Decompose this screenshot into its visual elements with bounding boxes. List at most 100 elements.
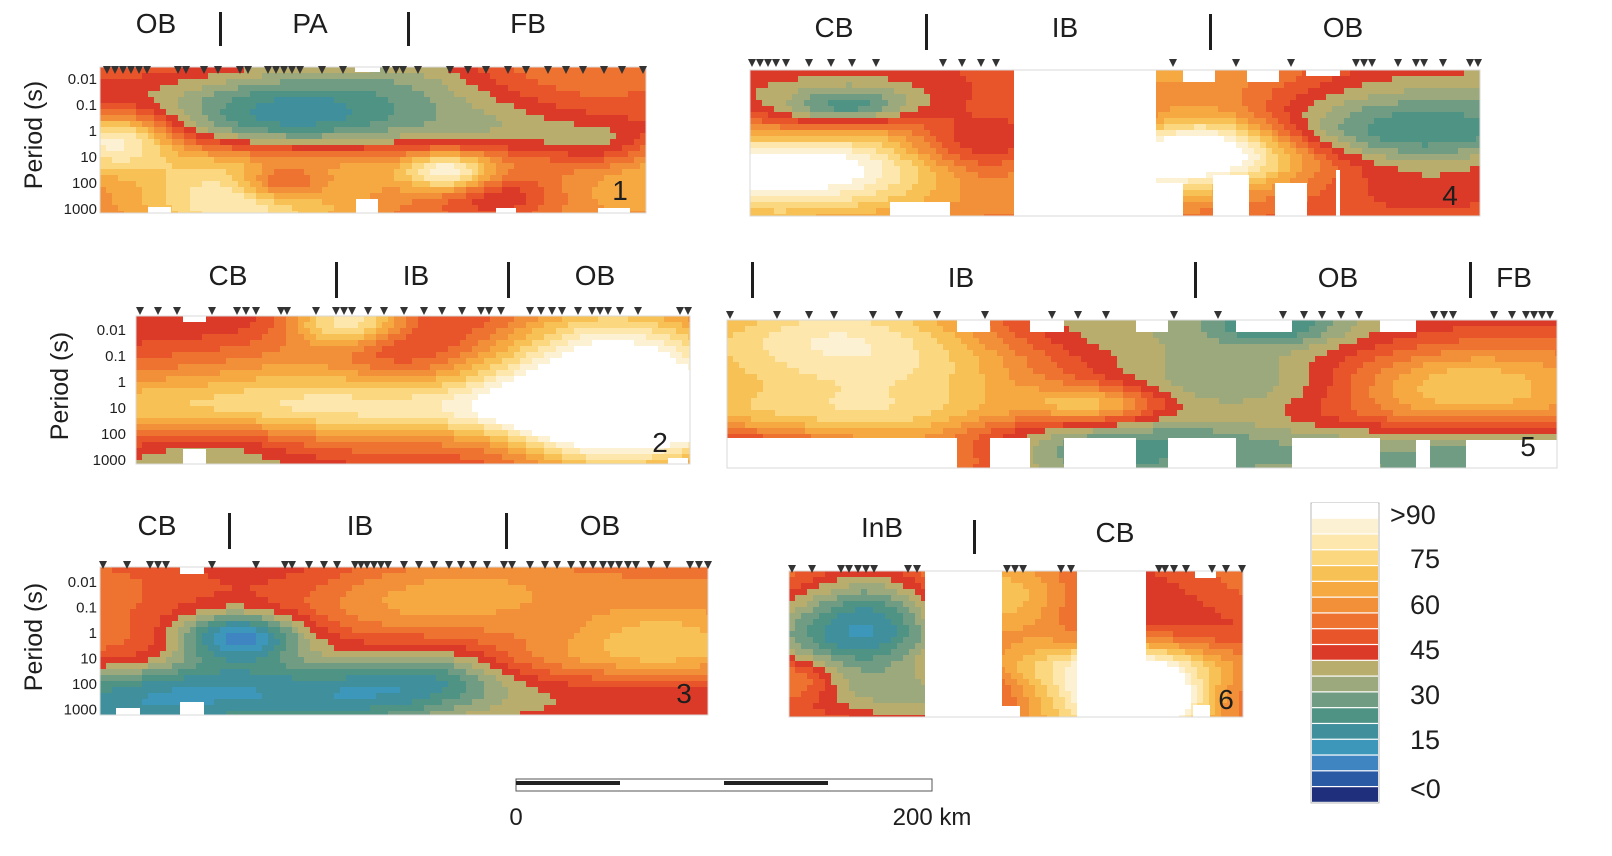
station-marker bbox=[862, 565, 870, 573]
station-marker bbox=[837, 565, 845, 573]
region-label: FB bbox=[1496, 262, 1532, 293]
station-marker bbox=[1214, 311, 1222, 319]
station-marker bbox=[415, 561, 423, 569]
station-marker bbox=[400, 307, 408, 315]
y-tick-label: 10 bbox=[109, 400, 126, 417]
station-marker bbox=[939, 59, 947, 67]
regions-panel-2: CB IB OB bbox=[209, 260, 615, 298]
station-marker bbox=[1360, 59, 1368, 67]
station-marker bbox=[1530, 311, 1538, 319]
y-axis-label-panel-1: Period (s) bbox=[20, 81, 48, 189]
station-marker bbox=[704, 561, 712, 569]
station-marker bbox=[357, 561, 365, 569]
station-marker bbox=[1490, 311, 1498, 319]
station-marker bbox=[174, 66, 182, 74]
station-marker bbox=[1232, 59, 1240, 67]
station-marker bbox=[1222, 565, 1230, 573]
station-marker bbox=[526, 307, 534, 315]
station-marker bbox=[772, 59, 780, 67]
station-marker bbox=[430, 561, 438, 569]
station-marker bbox=[854, 565, 862, 573]
station-marker bbox=[457, 561, 465, 569]
colorbar-swatch bbox=[1312, 550, 1378, 565]
station-marker bbox=[848, 59, 856, 67]
region-boundary bbox=[407, 12, 410, 46]
colorbar-swatch bbox=[1312, 739, 1378, 755]
station-marker bbox=[1102, 311, 1110, 319]
station-marker bbox=[305, 561, 313, 569]
station-marker bbox=[1420, 59, 1428, 67]
y-tick-label: 1000 bbox=[64, 201, 97, 218]
station-marker bbox=[553, 561, 561, 569]
station-marker bbox=[869, 311, 877, 319]
station-marker bbox=[764, 59, 772, 67]
region-boundary bbox=[507, 262, 510, 298]
station-marker bbox=[615, 561, 623, 569]
station-marker bbox=[283, 307, 291, 315]
scale-bar-label: 200 km bbox=[893, 804, 972, 831]
region-boundary bbox=[1469, 262, 1472, 298]
region-label: OB bbox=[580, 510, 620, 541]
station-marker bbox=[236, 66, 244, 74]
panel-number-2: 2 bbox=[652, 427, 668, 458]
station-marker bbox=[684, 307, 692, 315]
station-marker bbox=[1161, 565, 1169, 573]
station-marker bbox=[607, 561, 615, 569]
y-tick-label: 1000 bbox=[64, 702, 97, 719]
station-marker bbox=[647, 561, 655, 569]
station-marker bbox=[414, 66, 422, 74]
station-marker bbox=[632, 561, 640, 569]
station-marker bbox=[420, 307, 428, 315]
colorbar-swatch bbox=[1312, 787, 1378, 802]
station-marker bbox=[364, 307, 372, 315]
colorbar-swatch bbox=[1312, 708, 1378, 723]
station-marker bbox=[1155, 565, 1163, 573]
station-marker bbox=[686, 561, 694, 569]
y-tick-label: 100 bbox=[72, 676, 97, 693]
station-marker bbox=[805, 311, 813, 319]
station-marker bbox=[1238, 565, 1246, 573]
station-marker bbox=[339, 66, 347, 74]
panel-2-stations bbox=[136, 307, 692, 315]
colorbar-swatch bbox=[1312, 503, 1378, 518]
colorbar-tick-label: 45 bbox=[1410, 635, 1440, 665]
station-marker bbox=[497, 307, 505, 315]
y-axis-label-panel-2: Period (s) bbox=[46, 332, 74, 440]
station-marker bbox=[312, 307, 320, 315]
station-marker bbox=[782, 59, 790, 67]
station-marker bbox=[805, 59, 813, 67]
y-tick-label: 10 bbox=[80, 149, 97, 166]
station-marker bbox=[788, 565, 796, 573]
region-label: OB bbox=[1318, 262, 1358, 293]
station-marker bbox=[548, 307, 556, 315]
station-marker bbox=[1074, 311, 1082, 319]
station-marker bbox=[469, 561, 477, 569]
station-marker bbox=[616, 307, 624, 315]
colorbar-swatches bbox=[1310, 502, 1380, 804]
station-marker bbox=[977, 59, 985, 67]
station-marker bbox=[1067, 565, 1075, 573]
station-marker bbox=[182, 66, 190, 74]
station-marker bbox=[596, 307, 604, 315]
station-marker bbox=[445, 561, 453, 569]
station-marker bbox=[579, 66, 587, 74]
station-marker bbox=[904, 565, 912, 573]
station-marker bbox=[377, 561, 385, 569]
station-marker bbox=[1474, 59, 1482, 67]
station-marker bbox=[242, 307, 250, 315]
station-marker bbox=[1019, 565, 1027, 573]
station-marker bbox=[1508, 311, 1516, 319]
station-marker bbox=[845, 565, 853, 573]
station-marker bbox=[146, 561, 154, 569]
colorbar-swatch bbox=[1312, 629, 1378, 644]
scale-bar-label: 0 bbox=[509, 804, 522, 831]
station-marker bbox=[382, 66, 390, 74]
panel-4 bbox=[748, 59, 1482, 217]
colorbar-swatch bbox=[1312, 724, 1378, 739]
colorbar-swatch bbox=[1312, 518, 1378, 534]
station-marker bbox=[477, 307, 485, 315]
panel-1-stations bbox=[103, 66, 647, 74]
station-marker bbox=[895, 311, 903, 319]
station-marker bbox=[588, 307, 596, 315]
region-boundary bbox=[505, 513, 508, 549]
